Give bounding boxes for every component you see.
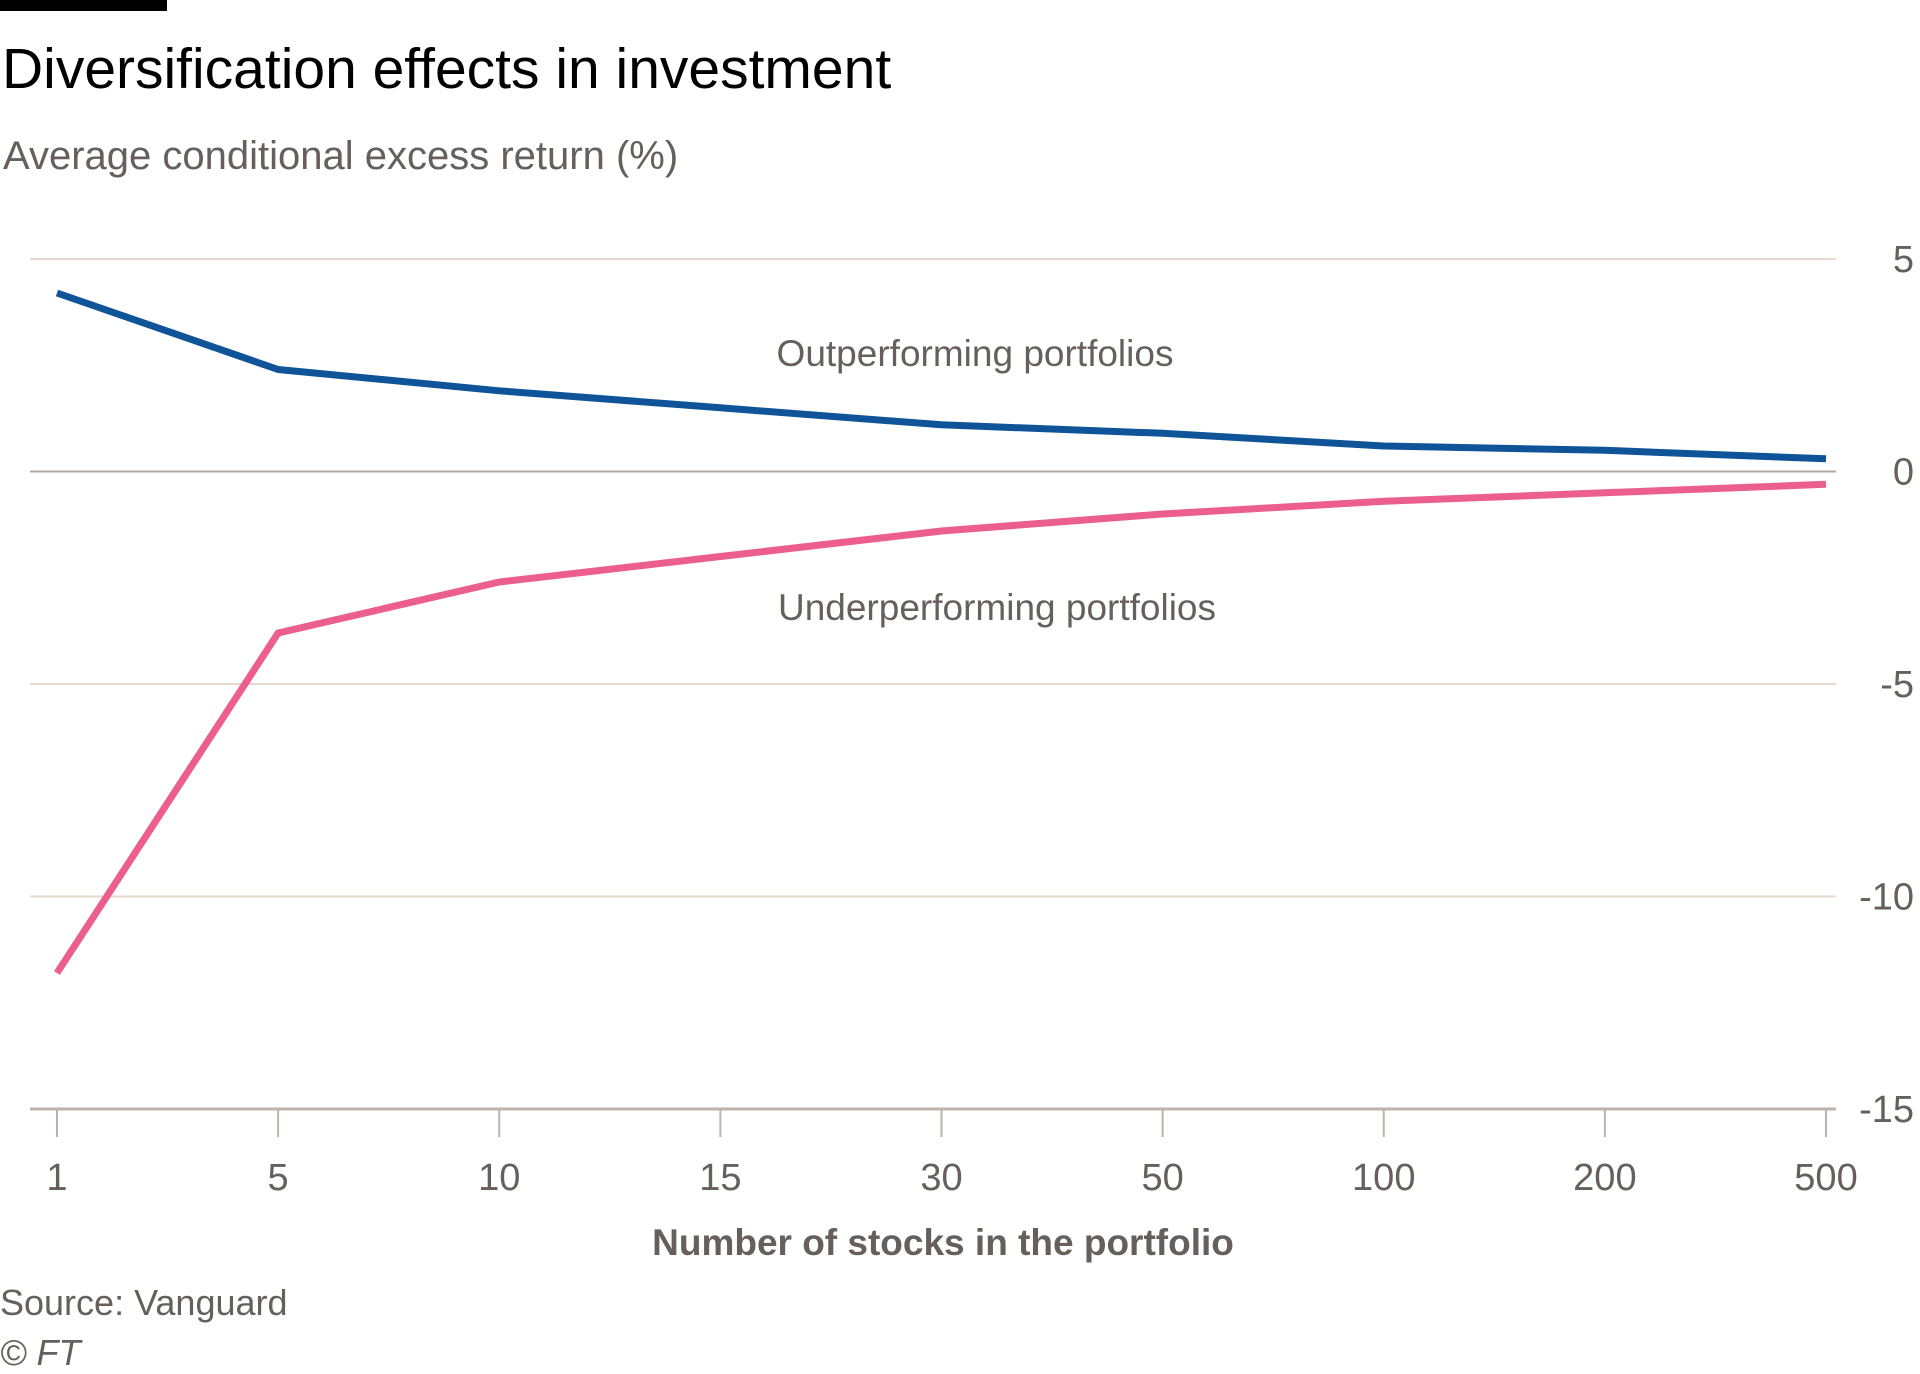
x-axis-title: Number of stocks in the portfolio <box>652 1222 1234 1263</box>
y-tick-label: -15 <box>1859 1089 1914 1131</box>
series-labels: Outperforming portfolios Underperforming … <box>777 333 1216 628</box>
gridlines <box>30 259 1836 1109</box>
underperforming-line <box>57 484 1826 973</box>
x-tick-label: 50 <box>1141 1157 1183 1199</box>
underperforming-label: Underperforming portfolios <box>778 587 1216 628</box>
copyright-note: © FT <box>0 1332 81 1374</box>
y-tick-label: 5 <box>1893 239 1914 281</box>
x-tick-label: 5 <box>268 1157 289 1199</box>
y-tick-label: -10 <box>1859 877 1914 919</box>
source-note: Source: Vanguard <box>0 1282 288 1324</box>
x-tick-label: 200 <box>1573 1157 1636 1199</box>
series-lines <box>57 293 1826 973</box>
y-axis-ticks: 5 0 -5 -10 -15 <box>1859 239 1914 1131</box>
y-tick-label: -5 <box>1880 664 1914 706</box>
x-tick-label: 100 <box>1352 1157 1415 1199</box>
outperforming-line <box>57 293 1826 459</box>
x-tick-label: 1 <box>46 1157 67 1199</box>
x-tick-label: 10 <box>478 1157 520 1199</box>
y-tick-label: 0 <box>1893 452 1914 494</box>
outperforming-label: Outperforming portfolios <box>777 333 1174 374</box>
x-tick-label: 30 <box>920 1157 962 1199</box>
x-tick-label: 15 <box>699 1157 741 1199</box>
x-tick-label: 500 <box>1794 1157 1857 1199</box>
